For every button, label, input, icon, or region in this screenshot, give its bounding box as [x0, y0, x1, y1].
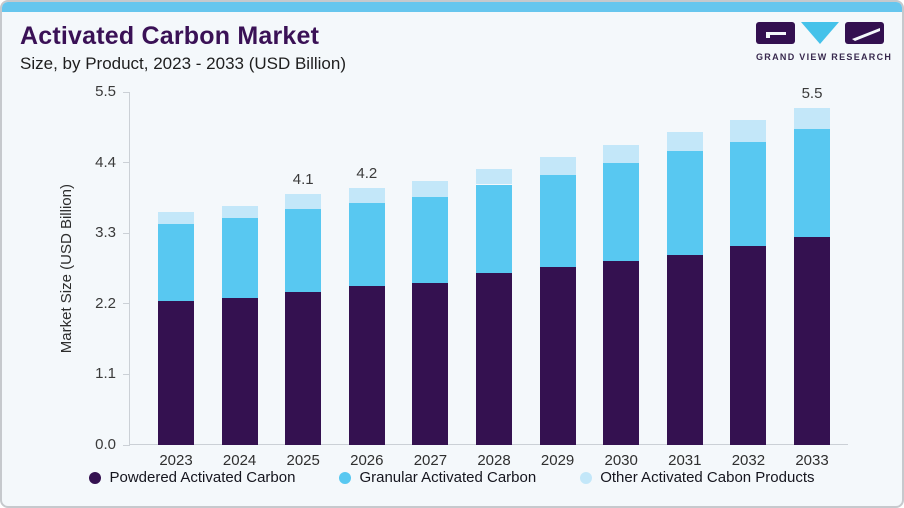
x-tick-label: 2029: [540, 452, 575, 469]
bar-2030-powdered-segment: [603, 261, 640, 445]
bar-2026-other-segment: [348, 187, 385, 203]
bar-2032-other-segment: [730, 120, 767, 142]
legend-item-label: Granular Activated Carbon: [359, 469, 537, 486]
bar-2031-powdered-segment: [666, 254, 703, 445]
bar-2032-granular-segment: [730, 141, 767, 246]
x-tick-label: 2024: [222, 452, 257, 469]
bar-2024-powdered-segment: [221, 297, 258, 445]
y-tick-label: 4.4: [95, 153, 116, 171]
x-tick-label: 2031: [668, 452, 702, 469]
bar-2031-granular-segment: [666, 150, 703, 255]
y-tick-mark: [123, 373, 130, 375]
bar-2025-other-segment: [285, 193, 322, 209]
page-title: Activated Carbon Market: [20, 22, 320, 50]
legend-dot-other-icon: [580, 471, 593, 484]
bar-2026-powdered-segment: [348, 285, 385, 445]
x-tick-label: 2023: [159, 452, 193, 469]
grand-view-research-logo: GRAND VIEW RESEARCH: [756, 22, 893, 62]
top-accent-strip: [2, 2, 902, 12]
x-tick-label: 2025: [286, 452, 320, 469]
bar-2028-powdered-segment: [476, 273, 512, 445]
legend: Powdered Activated Carbon Granular Activa…: [2, 469, 902, 486]
bar-2025-powdered-segment: [285, 291, 322, 445]
bar-2028-other-segment: [476, 169, 512, 185]
gvr-logo-icon: [756, 22, 884, 44]
y-axis-title-wrap: Market Size (USD Billion): [58, 92, 75, 445]
y-tick-mark: [123, 91, 130, 93]
y-axis-title: Market Size (USD Billion): [58, 183, 75, 354]
legend-item-powdered: Powdered Activated Carbon: [89, 469, 295, 486]
x-tick-label: 2028: [477, 452, 511, 469]
bar-2030-granular-segment: [603, 163, 640, 262]
bar-2027-granular-segment: [412, 196, 449, 283]
legend-item-other: Other Activated Cabon Products: [580, 469, 815, 486]
bar-2031-other-segment: [666, 132, 703, 151]
bar-2024-other-segment: [221, 205, 258, 219]
plot-area: Market Size (USD Billion) 0.0 1.1 2.2 3.3 4.…: [58, 83, 848, 469]
legend-item-granular: Granular Activated Carbon: [339, 469, 536, 486]
legend-dot-powdered-icon: [89, 471, 102, 484]
y-axis-line: [129, 92, 130, 445]
legend-dot-granular-icon: [339, 471, 352, 484]
bar-total-label: 4.2: [356, 164, 378, 182]
y-tick-mark: [123, 162, 130, 164]
bar-2029-granular-segment: [539, 175, 576, 268]
y-tick-mark: [123, 303, 130, 305]
x-tick-label: 2027: [413, 452, 448, 469]
bar-2027-other-segment: [412, 181, 449, 197]
x-tick-label: 2033: [795, 452, 829, 469]
y-tick-mark: [123, 444, 130, 446]
y-tick-label: 2.2: [95, 294, 116, 312]
bar-2025-granular-segment: [285, 209, 322, 292]
bar-2028-granular-segment: [476, 184, 512, 274]
bar-2029-other-segment: [539, 156, 576, 176]
y-tick-label: 1.1: [95, 365, 116, 383]
bar-2029-powdered-segment: [539, 267, 576, 445]
bar-2023-powdered-segment: [158, 300, 194, 445]
bar-2030-other-segment: [603, 144, 640, 164]
bar-2033-other-segment: [794, 107, 830, 130]
bar-2033-powdered-segment: [794, 236, 830, 445]
bar-2027-powdered-segment: [412, 282, 449, 445]
x-tick-label: 2030: [604, 452, 638, 469]
bar-total-label: 5.5: [801, 84, 823, 102]
bar-2033-granular-segment: [794, 129, 830, 237]
bar-2032-powdered-segment: [730, 245, 767, 445]
bar-2026-granular-segment: [348, 202, 385, 286]
y-tick-label: 5.5: [95, 83, 116, 100]
bar-total-label: 4.1: [292, 170, 314, 188]
bar-2024-granular-segment: [221, 218, 258, 298]
y-tick-label: 0.0: [95, 436, 116, 453]
chart-header: Activated Carbon Market Size, by Product…: [20, 22, 346, 74]
x-tick-label: 2026: [350, 452, 384, 469]
legend-item-label: Other Activated Cabon Products: [600, 469, 815, 486]
legend-item-label: Powdered Activated Carbon: [109, 469, 296, 486]
bar-2023-granular-segment: [158, 224, 194, 301]
x-tick-label: 2032: [731, 452, 766, 469]
y-tick-mark: [123, 232, 130, 234]
bar-2023-other-segment: [158, 212, 194, 225]
y-tick-label: 3.3: [95, 224, 116, 242]
gvr-logo-text: GRAND VIEW RESEARCH: [756, 52, 893, 62]
chart-subtitle: Size, by Product, 2023 - 2033 (USD Billi…: [20, 54, 346, 73]
